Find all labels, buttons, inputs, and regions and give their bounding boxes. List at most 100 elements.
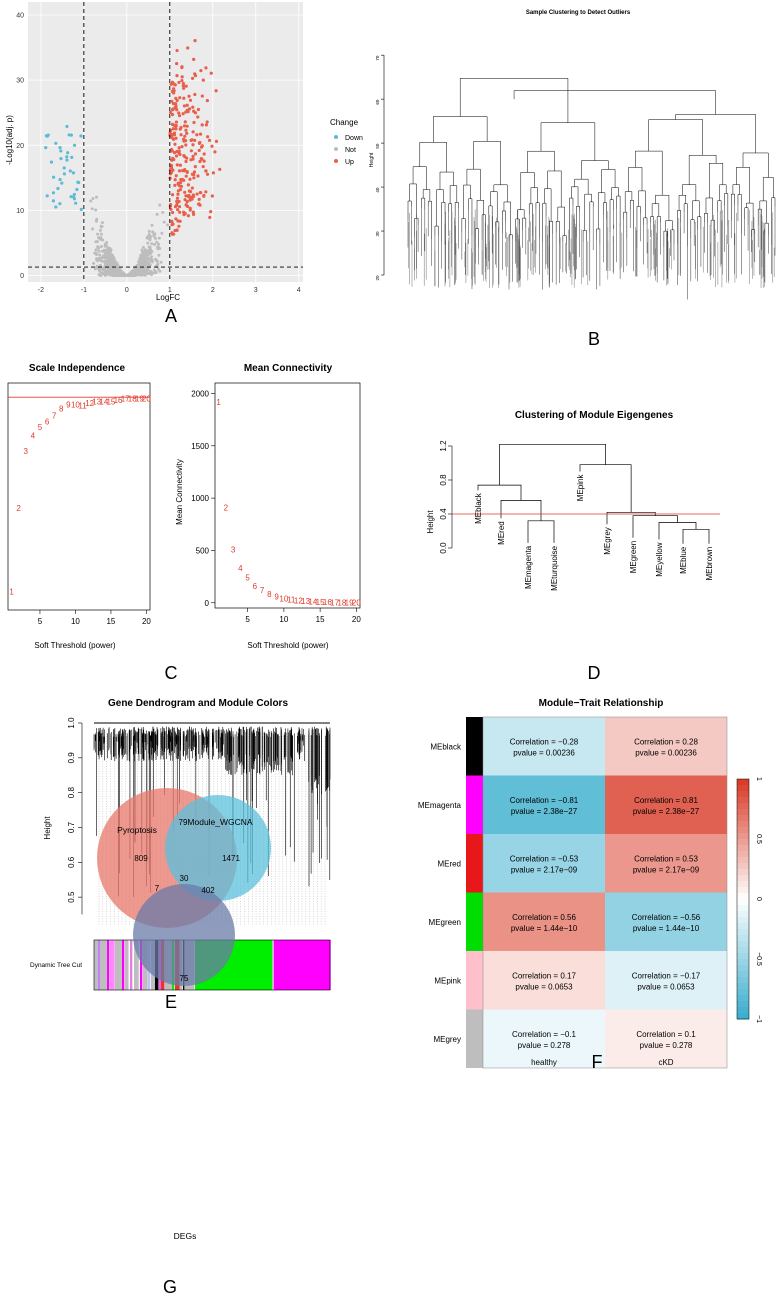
point-down: [65, 155, 69, 159]
scale-bar-segment: [737, 857, 749, 864]
color-bar-label: Dynamic Tree Cut: [30, 962, 82, 969]
point-not: [144, 256, 148, 260]
point-up: [209, 210, 213, 214]
point-not: [140, 260, 144, 264]
point-not: [91, 227, 95, 231]
dendrogram-branch: [665, 220, 673, 232]
dendrogram-branch: [503, 201, 511, 235]
leaf-label: MEred: [497, 521, 506, 545]
module-color-swatch: [466, 892, 483, 951]
point-not: [140, 248, 144, 252]
y-tick-label: 1.2: [439, 440, 448, 452]
scale-bar-frame: [736, 778, 750, 1020]
dendrogram-branch: [688, 154, 717, 185]
scale-bar-segment: [737, 815, 749, 822]
point-up: [172, 232, 176, 236]
point-up: [209, 71, 213, 75]
point-not: [149, 255, 153, 259]
heatmap-cell: [483, 834, 605, 893]
point-up: [172, 133, 177, 137]
leaf-label: MEblue: [679, 546, 688, 574]
point-label: 19: [345, 599, 354, 608]
point-up: [193, 111, 198, 115]
point-not: [92, 261, 96, 265]
dendrogram-branch: [651, 203, 660, 217]
y-tick-label: 30: [16, 78, 24, 85]
dendrogram-branch: [542, 202, 547, 243]
point-not: [101, 254, 105, 258]
x-tick-label: 15: [316, 615, 325, 624]
scale-tick-label: 0.5: [755, 834, 762, 844]
point-up: [184, 128, 188, 132]
panel-label-e: E: [165, 992, 177, 1012]
point-not: [134, 268, 138, 272]
point-not: [103, 268, 107, 272]
point-up: [205, 98, 209, 103]
point-label: 2: [224, 504, 229, 513]
legend-key: [334, 147, 338, 151]
y-tick-label: 2000: [191, 389, 209, 398]
point-down: [75, 187, 79, 192]
cell-pvalue: pvalue = 2.38e−27: [633, 807, 700, 816]
dendrogram-branch: [454, 202, 459, 217]
dendrogram-branch: [697, 216, 702, 230]
dendrogram-branch: [528, 203, 533, 237]
heatmap-cell: [605, 951, 727, 1010]
point-up: [196, 115, 200, 119]
point-not: [155, 240, 159, 244]
point-label: 5: [245, 574, 250, 583]
point-label: 12: [294, 596, 303, 605]
dendrogram-branch: [678, 195, 687, 211]
point-not: [109, 257, 113, 261]
scale-bar-segment: [737, 833, 749, 840]
point-up: [184, 110, 188, 114]
point-up: [198, 190, 202, 195]
venn-set-name: DEGs: [174, 1231, 197, 1241]
heatmap-cell: [605, 1009, 727, 1068]
dendrogram-branch: [535, 202, 540, 239]
dendrogram-branch: [571, 186, 579, 207]
point-up: [187, 193, 191, 198]
scale-tick-label: −1: [755, 1015, 762, 1023]
scale-bar-segment: [737, 1013, 749, 1020]
module-color-bar-segment: [115, 940, 123, 990]
dendrogram-branch: [736, 167, 750, 204]
point-up: [177, 169, 182, 173]
dendrogram-branch: [682, 184, 697, 201]
point-up: [211, 171, 216, 175]
point-up: [191, 157, 195, 161]
plot-frame: [7, 382, 151, 611]
point-down: [56, 186, 60, 191]
scale-bar-segment: [737, 923, 749, 930]
dendrogram-branch: [463, 184, 471, 219]
dendrogram-branch: [407, 200, 412, 221]
cell-pvalue: pvalue = 0.278: [518, 1041, 571, 1050]
point-up: [185, 169, 189, 174]
point-not: [147, 262, 151, 266]
point-down: [51, 199, 55, 203]
point-up: [169, 163, 174, 168]
point-label: 9: [274, 592, 279, 601]
dendrogram-branch: [422, 189, 431, 202]
dendrogram-branch: [488, 205, 493, 230]
point-not: [94, 248, 98, 252]
point-not: [96, 232, 100, 236]
point-up: [171, 168, 175, 172]
point-up: [192, 173, 196, 177]
point-not: [147, 233, 151, 237]
point-not: [94, 240, 98, 244]
panel-d-eigengene-dendrogram: Clustering of Module Eigengenes Height 0…: [426, 410, 720, 591]
scale-tick-label: 0: [755, 897, 762, 901]
point-up: [192, 170, 197, 174]
point-not: [166, 223, 170, 227]
point-up: [178, 163, 183, 167]
point-up: [186, 183, 191, 187]
point-up: [174, 217, 178, 221]
x-tick-label: 20: [142, 617, 151, 626]
point-up: [201, 164, 205, 169]
x-axis-label: LogFC: [156, 293, 180, 302]
point-up: [193, 74, 198, 78]
scale-bar-segment: [737, 977, 749, 984]
dendrogram-branch: [508, 234, 513, 241]
point-down: [44, 134, 48, 138]
